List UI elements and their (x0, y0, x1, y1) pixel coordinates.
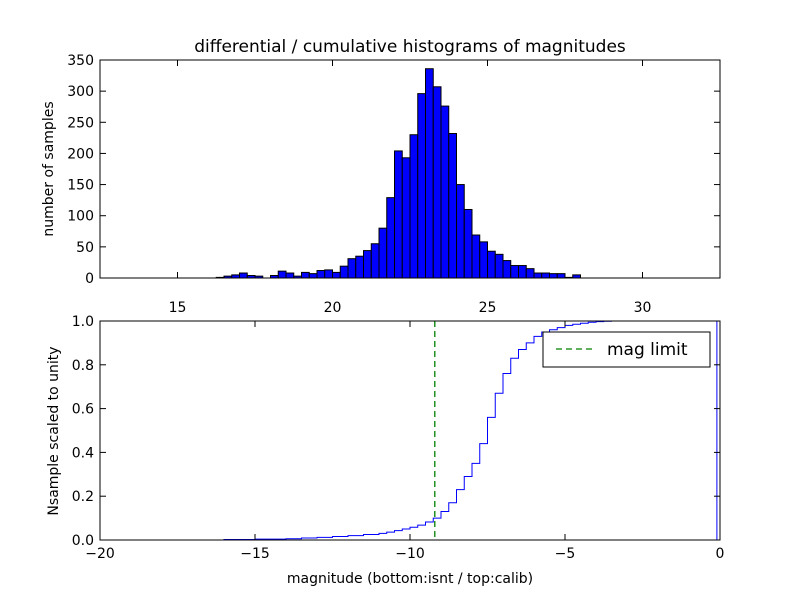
top-plot-frame (99, 59, 721, 279)
histogram-bar (378, 227, 388, 279)
histogram-bar (502, 260, 512, 279)
y-tick-label: 300 (67, 84, 94, 100)
x-tick-label: −10 (395, 546, 425, 562)
bottom-y-ticks: 0.0 0.2 0.4 0.6 0.8 1.0 (72, 314, 720, 549)
histogram-bar (355, 255, 364, 279)
histogram-bar (456, 184, 465, 279)
histogram-bar (316, 270, 326, 279)
histogram-bar (301, 271, 310, 279)
y-tick-label: 0.6 (72, 402, 94, 418)
x-tick-label: −5 (555, 546, 576, 562)
histogram-bar (510, 265, 519, 279)
histogram-bar (332, 271, 341, 279)
top-x-ticks: 15 20 25 30 (169, 60, 652, 316)
histogram-bar (417, 93, 426, 279)
y-tick-label: 0 (85, 271, 94, 287)
y-tick-label: 250 (67, 115, 94, 131)
histogram-bar (487, 250, 496, 279)
histogram-bar (463, 208, 473, 279)
chart-title: differential / cumulative histograms of … (194, 37, 626, 57)
histogram-bar (533, 272, 543, 279)
top-y-axis-label: number of samples (41, 101, 57, 236)
histogram-bar (448, 133, 457, 279)
histogram-bar (432, 86, 442, 279)
x-tick-label: 15 (169, 300, 187, 316)
histogram-bar (525, 268, 535, 279)
histogram-bar (285, 272, 295, 279)
top-histogram-panel: 15 20 25 30 0 50 100 150 200 250 300 350 different… (41, 37, 721, 316)
histogram-bar (239, 272, 248, 279)
histogram-bar (471, 234, 481, 279)
histogram-bar (347, 258, 357, 279)
histogram-bar (308, 273, 318, 279)
bottom-cumulative-panel: −20 −15 −10 −5 0 0.0 0.2 0.4 0.6 0.8 1.0 magnitud… (46, 314, 724, 587)
histogram-bar (440, 105, 450, 279)
x-tick-label: 30 (634, 300, 652, 316)
histogram-bar (425, 68, 434, 279)
x-tick-label: −20 (85, 546, 115, 562)
x-tick-label: 0 (716, 546, 725, 562)
y-tick-label: 350 (67, 53, 94, 69)
histogram-bar (370, 243, 380, 279)
histogram-bar (277, 270, 287, 279)
histogram-bar (339, 265, 349, 279)
x-tick-label: 20 (324, 300, 342, 316)
histogram-bar (479, 241, 488, 279)
y-tick-label: 0.8 (72, 358, 94, 374)
histogram-bar (363, 250, 372, 279)
histogram-bar (518, 265, 527, 279)
cumulative-step-line (100, 320, 718, 541)
y-tick-label: 0.2 (72, 489, 94, 505)
top-y-ticks: 0 50 100 150 200 250 300 350 (67, 53, 720, 287)
histogram-bar (541, 272, 550, 279)
y-tick-label: 0.4 (72, 445, 94, 461)
y-tick-label: 1.0 (72, 314, 94, 330)
x-tick-label: 25 (479, 300, 497, 316)
histogram-bar (386, 197, 395, 279)
bottom-x-ticks: −20 −15 −10 −5 0 (85, 321, 724, 562)
y-tick-label: 50 (76, 240, 94, 256)
y-tick-label: 0.0 (72, 533, 94, 549)
y-tick-label: 100 (67, 209, 94, 225)
histogram-bar (556, 273, 566, 279)
histogram-bar (494, 253, 504, 279)
histogram-bar (549, 273, 558, 279)
legend: mag limit (542, 331, 711, 368)
x-tick-label: −15 (240, 546, 270, 562)
legend-label-mag-limit: mag limit (607, 340, 688, 360)
histogram-bar (401, 157, 411, 279)
y-tick-label: 200 (67, 146, 94, 162)
y-tick-label: 150 (67, 178, 94, 194)
bottom-y-axis-label: Nsample scaled to unity (46, 346, 62, 515)
histogram-bar (394, 150, 403, 279)
histogram-bar (409, 134, 419, 279)
bottom-x-axis-label: magnitude (bottom:isnt / top:calib) (287, 571, 533, 587)
histogram-bar (324, 269, 333, 279)
